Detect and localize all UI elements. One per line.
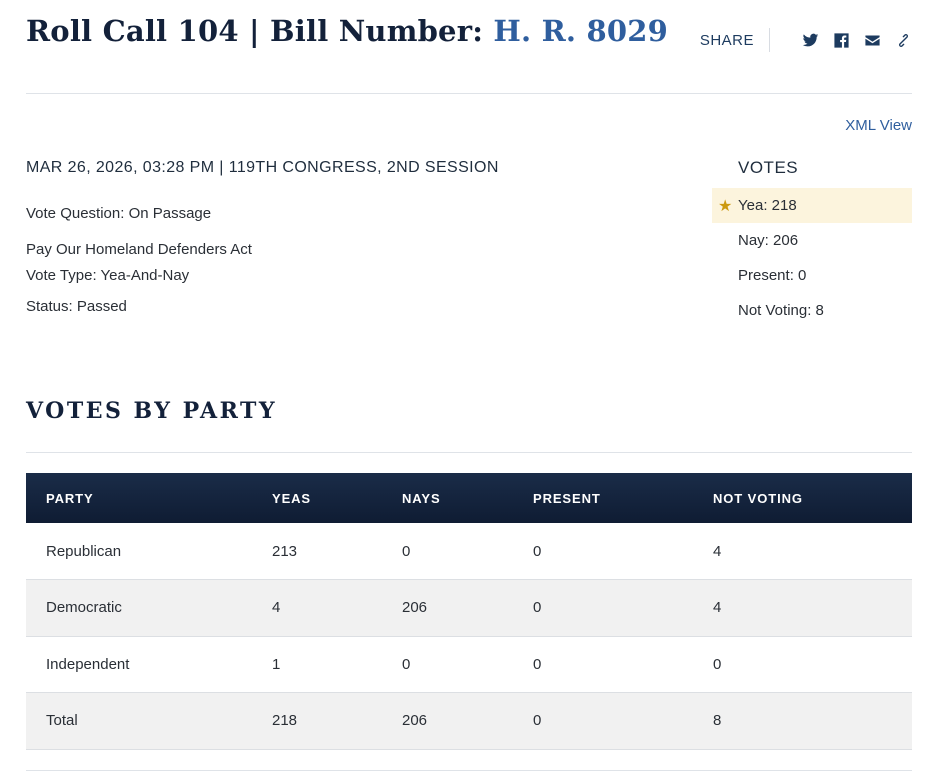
column-header-nays: NAYS (402, 490, 441, 506)
vote-type: Vote Type: Yea-And-Nay (26, 267, 190, 284)
vote-not-voting: Not Voting: 8 (712, 293, 912, 328)
table-row: Democratic 4 206 0 4 (26, 579, 912, 637)
vote-date-session: MAR 26, 2026, 03:28 PM | 119TH CONGRESS,… (26, 159, 499, 176)
yeas-cell: 218 (252, 692, 382, 750)
present-cell: 0 (513, 636, 693, 693)
footer-divider (26, 770, 912, 771)
not-voting-cell: 4 (693, 579, 912, 637)
party-cell: Total (26, 692, 252, 750)
twitter-icon[interactable] (802, 32, 819, 49)
votes-heading: VOTES (738, 158, 799, 177)
not-voting-cell: 8 (693, 692, 912, 750)
section-divider (26, 452, 912, 453)
table-row: Independent 1 0 0 0 (26, 636, 912, 693)
table-row-total: Total 218 206 0 8 (26, 692, 912, 750)
yeas-cell: 1 (252, 636, 382, 693)
nays-cell: 0 (382, 523, 513, 580)
email-icon[interactable] (864, 32, 881, 49)
party-cell: Independent (26, 636, 252, 693)
votes-summary: VOTES ★ Yea: 218 Nay: 206 Present: 0 Not… (712, 158, 912, 328)
party-cell: Republican (26, 523, 252, 580)
not-voting-cell: 0 (693, 636, 912, 693)
vote-nay: Nay: 206 (712, 223, 912, 258)
column-header-yeas: YEAS (272, 490, 312, 506)
share-label: SHARE (699, 31, 754, 49)
vote-yea: ★ Yea: 218 (712, 188, 912, 223)
title-row: Roll Call 104 | Bill Number: H. R. 8029 … (26, 14, 912, 54)
star-icon: ★ (718, 198, 733, 215)
column-header-party: PARTY (46, 490, 94, 506)
column-header-not-voting: NOT VOTING (713, 490, 803, 506)
votes-by-party-title: VOTES BY PARTY (26, 398, 278, 424)
yeas-cell: 4 (252, 579, 382, 637)
vote-status: Status: Passed (26, 298, 127, 315)
link-icon[interactable] (895, 32, 912, 49)
vote-not-voting-label: Not Voting: 8 (738, 302, 824, 319)
bill-title: Pay Our Homeland Defenders Act (26, 241, 252, 258)
vote-nay-label: Nay: 206 (738, 232, 799, 249)
nays-cell: 0 (382, 636, 513, 693)
xml-view-link[interactable]: XML View (845, 117, 912, 134)
vote-present-label: Present: 0 (738, 267, 807, 284)
nays-cell: 206 (382, 579, 513, 637)
table-row: Republican 213 0 0 4 (26, 523, 912, 580)
share-divider (769, 28, 770, 52)
vote-present: Present: 0 (712, 258, 912, 293)
share-bar: SHARE (700, 28, 912, 52)
header-divider (26, 93, 912, 94)
vote-question: Vote Question: On Passage (26, 205, 212, 222)
vote-yea-label: Yea: 218 (738, 197, 797, 214)
votes-by-party-table: PARTY YEAS NAYS PRESENT NOT VOTING Repub… (26, 473, 912, 750)
table-header-row: PARTY YEAS NAYS PRESENT NOT VOTING (26, 473, 912, 523)
yeas-cell: 213 (252, 523, 382, 580)
title-prefix: Roll Call 104 | Bill Number: (26, 14, 494, 48)
page-title: Roll Call 104 | Bill Number: H. R. 8029 (26, 14, 668, 48)
nays-cell: 206 (382, 692, 513, 750)
not-voting-cell: 4 (693, 523, 912, 580)
bill-number-link[interactable]: H. R. 8029 (493, 14, 669, 48)
present-cell: 0 (513, 579, 693, 637)
present-cell: 0 (513, 692, 693, 750)
party-cell: Democratic (26, 579, 252, 637)
facebook-icon[interactable] (833, 32, 850, 49)
column-header-present: PRESENT (533, 490, 601, 506)
present-cell: 0 (513, 523, 693, 580)
